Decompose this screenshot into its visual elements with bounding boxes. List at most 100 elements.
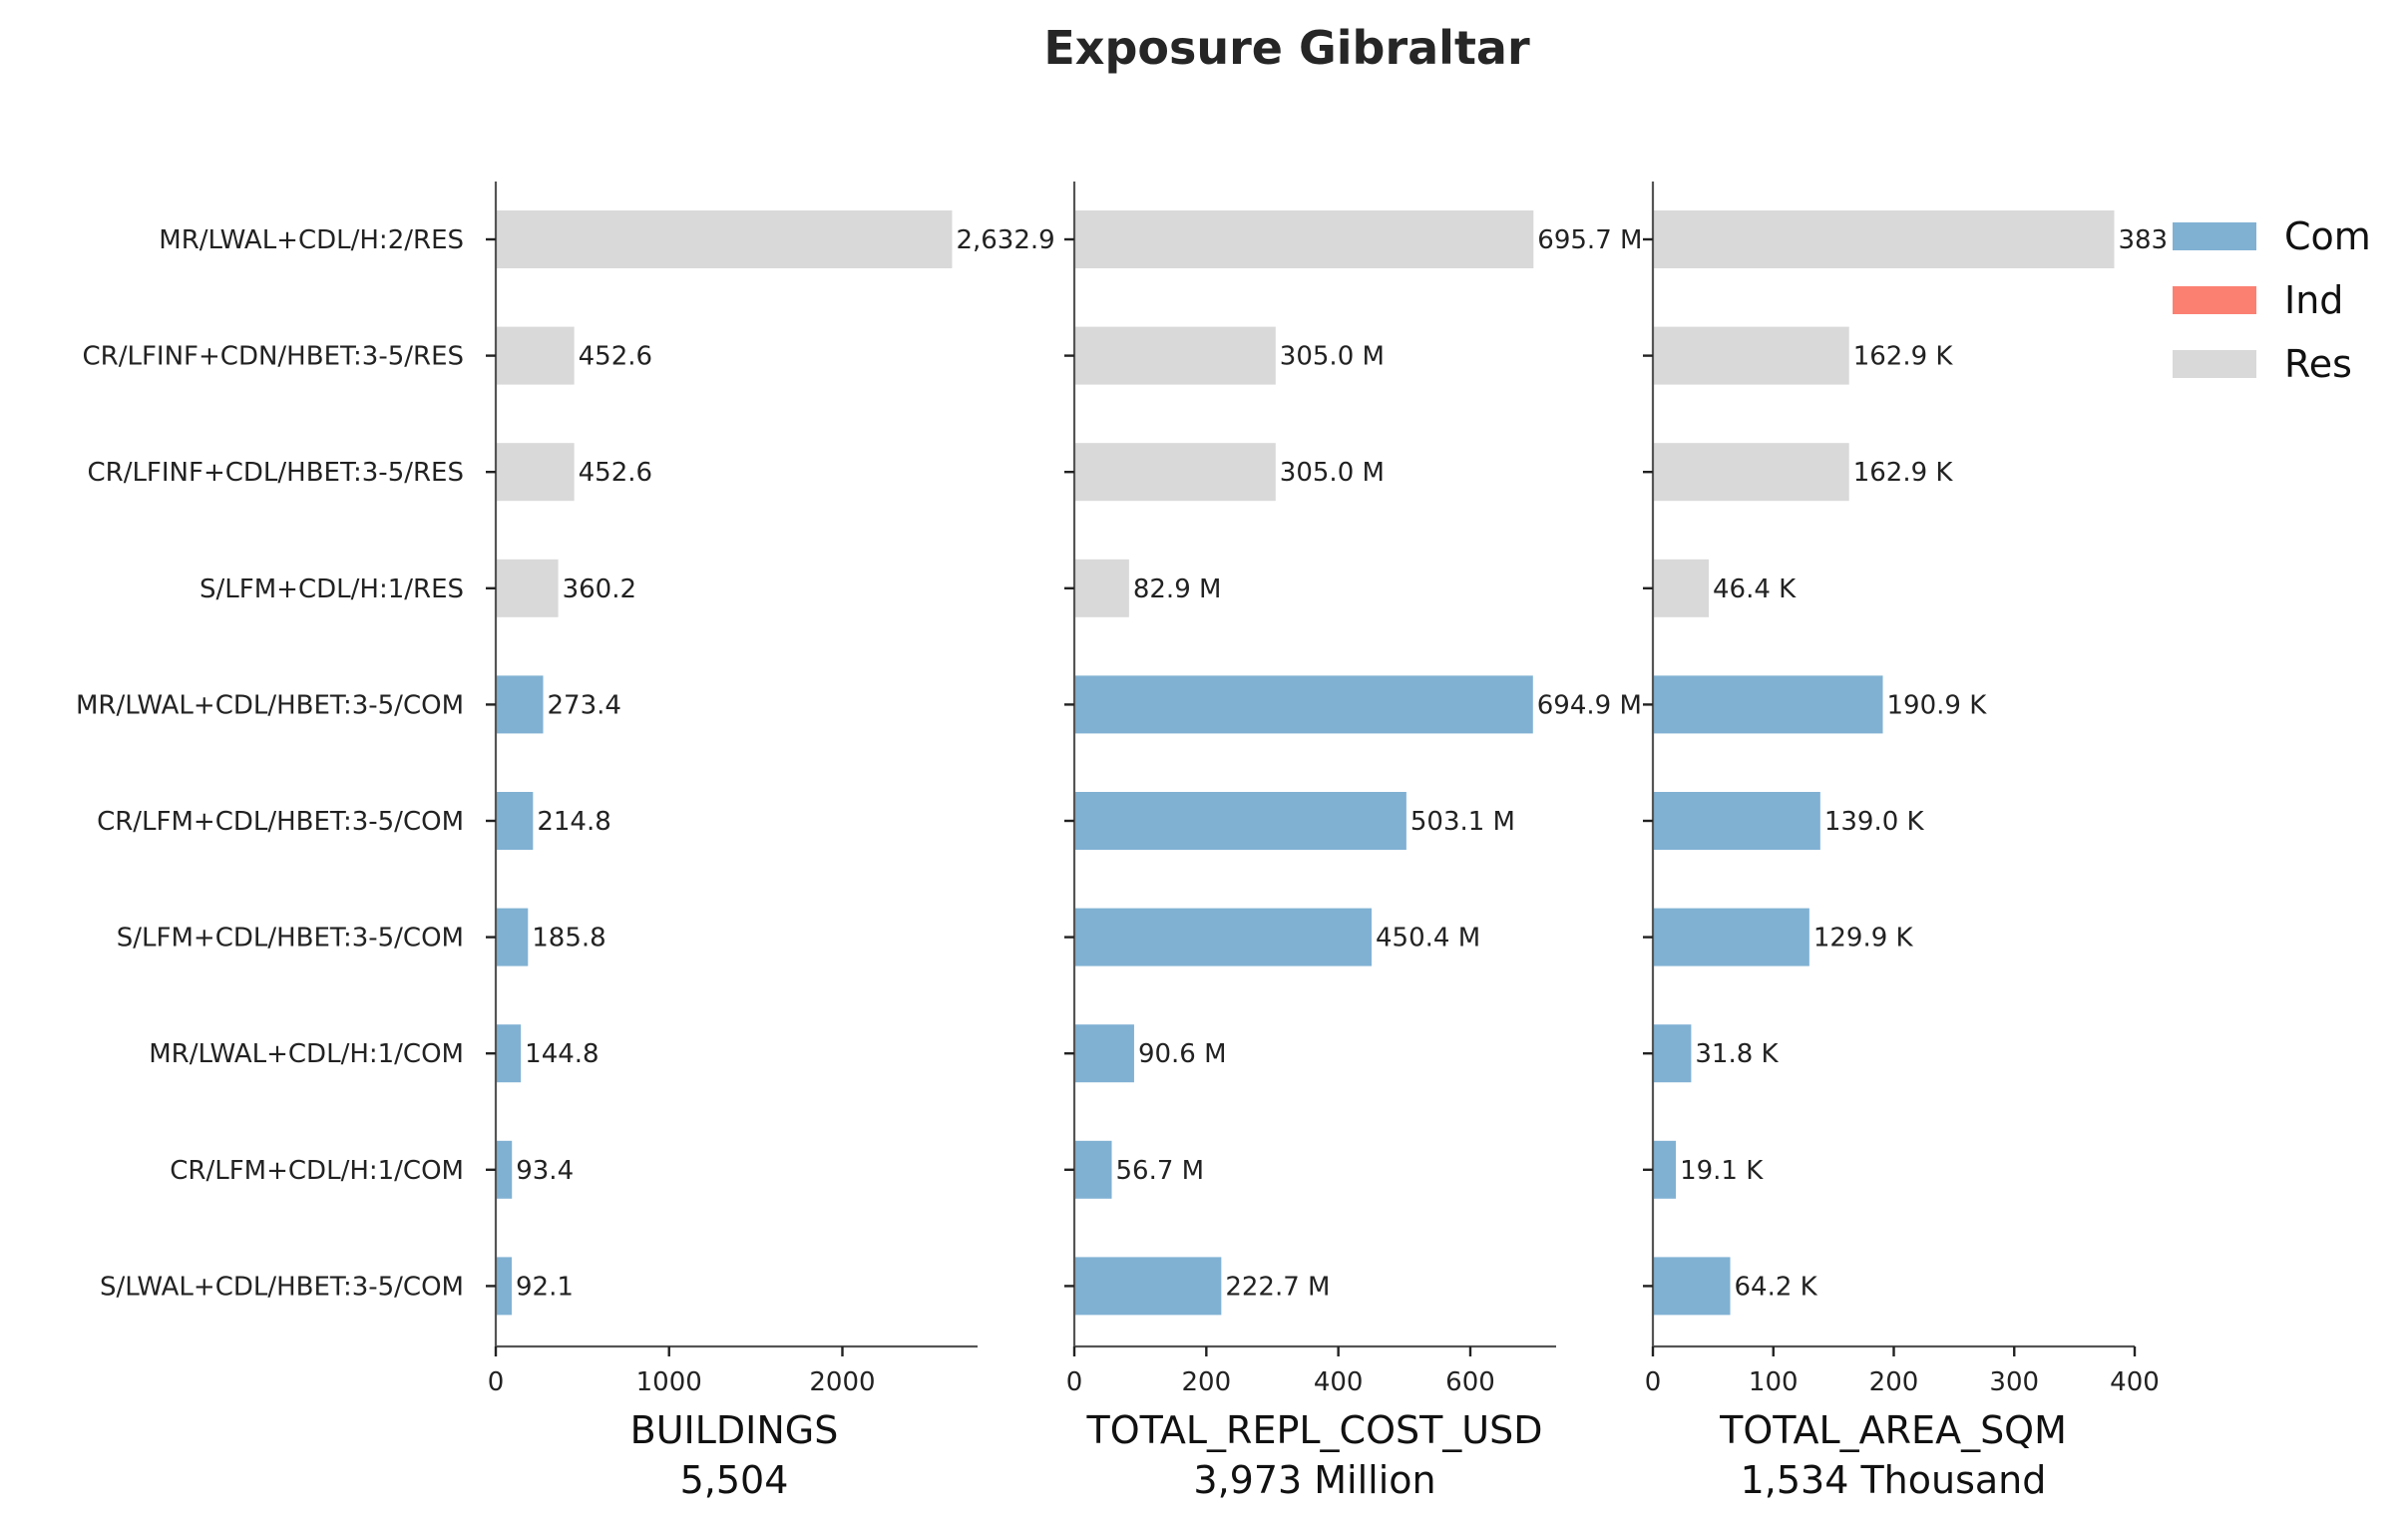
bar [1074, 1140, 1112, 1199]
bar-value-label: 139.0 K [1824, 807, 1925, 837]
bar-value-label: 450.4 M [1376, 924, 1480, 953]
x-tick-label: 0 [488, 1367, 505, 1397]
bar-value-label: 305.0 M [1280, 342, 1385, 372]
x-tick-label: 200 [1182, 1367, 1232, 1397]
bar-value-label: 19.1 K [1680, 1156, 1764, 1186]
bar-value-label: 31.8 K [1695, 1039, 1779, 1069]
bar [1653, 908, 1809, 966]
bar [1074, 1257, 1222, 1316]
bar-value-label: 92.1 [516, 1272, 574, 1302]
panel-total-label: 1,534 Thousand [1741, 1458, 2047, 1502]
category-label: S/LFM+CDL/H:1/RES [200, 574, 464, 604]
bar-value-label: 144.8 [525, 1039, 599, 1069]
bar [1074, 559, 1129, 617]
bar-value-label: 695.7 M [1537, 225, 1642, 255]
legend-swatch [2173, 286, 2256, 314]
bar [1074, 675, 1533, 734]
category-label: S/LFM+CDL/HBET:3-5/COM [117, 924, 464, 953]
bar [496, 1140, 513, 1199]
bar-value-label: 93.4 [516, 1156, 574, 1186]
bar [1653, 1024, 1692, 1083]
bar [1653, 559, 1710, 617]
bar [496, 675, 544, 734]
legend-label: Res [2284, 342, 2352, 386]
x-tick-label: 0 [1066, 1367, 1083, 1397]
bar-value-label: 452.6 [579, 342, 652, 372]
bar-value-label: 190.9 K [1887, 690, 1988, 720]
legend-swatch [2173, 222, 2256, 250]
category-label: MR/LWAL+CDL/HBET:3-5/COM [76, 690, 464, 720]
bar-value-label: 273.4 [548, 690, 621, 720]
bar-value-label: 360.2 [563, 574, 636, 604]
bar-value-label: 162.9 K [1853, 342, 1954, 372]
panel-3: 383 162.9 K 162.9 K 46.4 K 190.9 K 139.0 K 129… [1643, 182, 2168, 1502]
bar-value-label: 82.9 M [1133, 574, 1222, 604]
bar [496, 559, 559, 617]
bar [1653, 210, 2115, 268]
bar-value-label: 452.6 [579, 458, 652, 488]
legend-swatch [2173, 350, 2256, 378]
bar [1074, 1024, 1134, 1083]
panel-total-label: 3,973 Million [1193, 1458, 1435, 1502]
bar-value-label: 503.1 M [1410, 807, 1515, 837]
x-tick-label: 400 [1314, 1367, 1364, 1397]
bar [1074, 792, 1406, 850]
bar-value-label: 214.8 [537, 807, 610, 837]
bar [496, 210, 953, 268]
bar [1074, 443, 1276, 502]
bar [1653, 443, 1849, 502]
bar [496, 908, 529, 966]
panels: 2,632.9 452.6 452.6 360.2 273.4 214.8 185.8 144… [76, 182, 2168, 1502]
category-label: CR/LFINF+CDN/HBET:3-5/RES [83, 342, 464, 372]
x-tick-label: 400 [2110, 1367, 2160, 1397]
panel-2: 695.7 M 305.0 M 305.0 M 82.9 M 694.9 M 503.1 … [1064, 182, 1642, 1502]
category-label: CR/LFINF+CDL/HBET:3-5/RES [87, 458, 464, 488]
bar-value-label: 129.9 K [1813, 924, 1914, 953]
x-tick-label: 1000 [636, 1367, 702, 1397]
bar [496, 1024, 522, 1083]
x-tick-label: 2000 [809, 1367, 875, 1397]
bar-value-label: 2,632.9 [956, 225, 1054, 255]
category-label: MR/LWAL+CDL/H:2/RES [159, 225, 464, 255]
bar-value-label: 162.9 K [1853, 458, 1954, 488]
bar [1653, 1140, 1677, 1199]
x-tick-label: 100 [1749, 1367, 1799, 1397]
bar-value-label: 90.6 M [1138, 1039, 1227, 1069]
bar [1074, 908, 1373, 966]
category-label: CR/LFM+CDL/HBET:3-5/COM [97, 807, 464, 837]
bar [1653, 792, 1820, 850]
legend-label: Ind [2284, 278, 2343, 322]
category-label: S/LWAL+CDL/HBET:3-5/COM [100, 1272, 464, 1302]
bar [1074, 326, 1276, 385]
x-axis-label: TOTAL_AREA_SQM [1719, 1408, 2067, 1452]
bar-value-label: 305.0 M [1280, 458, 1385, 488]
bar-value-label: 46.4 K [1713, 574, 1797, 604]
x-tick-label: 300 [1989, 1367, 2039, 1397]
bar-value-label: 383 [2118, 225, 2168, 255]
chart-title: Exposure Gibraltar [1043, 21, 1530, 75]
category-label: CR/LFM+CDL/H:1/COM [170, 1156, 464, 1186]
legend: Com Ind Res [2173, 214, 2371, 386]
panel-1: 2,632.9 452.6 452.6 360.2 273.4 214.8 185.8 144… [76, 182, 1055, 1502]
bar [496, 326, 575, 385]
bar [1653, 326, 1849, 385]
x-axis-label: BUILDINGS [630, 1408, 839, 1452]
bar-value-label: 185.8 [532, 924, 605, 953]
bar [496, 792, 534, 850]
bar-value-label: 64.2 K [1735, 1272, 1818, 1302]
x-tick-label: 200 [1869, 1367, 1919, 1397]
bar [1653, 675, 1883, 734]
legend-label: Com [2284, 214, 2371, 258]
bar [496, 443, 575, 502]
bar [496, 1257, 513, 1316]
bar [1653, 1257, 1731, 1316]
x-tick-label: 600 [1445, 1367, 1495, 1397]
x-axis-label: TOTAL_REPL_COST_USD [1085, 1408, 1542, 1452]
category-label: MR/LWAL+CDL/H:1/COM [149, 1039, 464, 1069]
bar-value-label: 222.7 M [1225, 1272, 1330, 1302]
bar-value-label: 56.7 M [1116, 1156, 1205, 1186]
x-tick-label: 0 [1645, 1367, 1662, 1397]
panel-total-label: 5,504 [680, 1458, 789, 1502]
